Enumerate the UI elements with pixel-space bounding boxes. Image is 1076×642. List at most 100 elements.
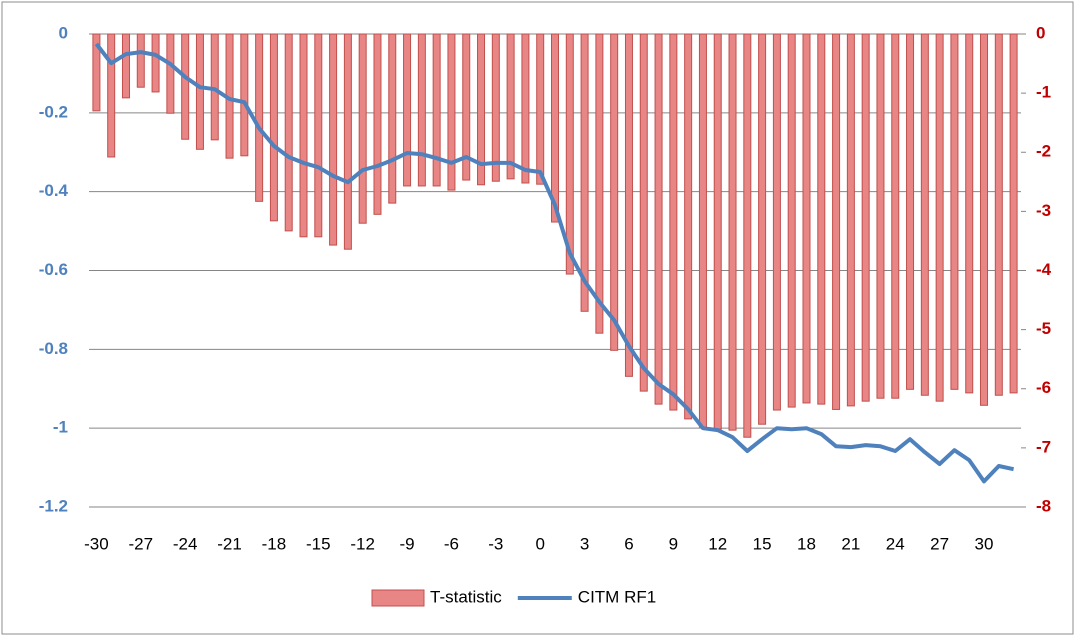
legend-label: T-statistic [430, 587, 502, 606]
bar [314, 33, 323, 238]
x-tick-label: 9 [669, 534, 678, 553]
bar [107, 33, 116, 158]
bar [980, 33, 989, 406]
x-tick-label: 12 [708, 534, 727, 553]
bar [240, 33, 249, 157]
bar [121, 33, 130, 99]
bar [787, 33, 796, 408]
y2-tick-label: -8 [1036, 496, 1051, 515]
x-tick-label: -9 [400, 534, 415, 553]
legend-swatch [371, 589, 425, 607]
bar [861, 33, 870, 402]
y-tick-label: -0.4 [39, 181, 69, 200]
line [94, 42, 1015, 484]
x-tick-label: -15 [306, 534, 331, 553]
x-tick-label: -18 [262, 534, 287, 553]
y2-tick-label: -5 [1036, 319, 1051, 338]
bar [654, 33, 663, 405]
x-tick-label: 18 [797, 534, 816, 553]
bar [684, 33, 693, 420]
bar [891, 33, 900, 399]
bar [758, 33, 767, 425]
bar [136, 33, 145, 88]
bar [743, 33, 752, 438]
bar [462, 33, 471, 181]
bar [92, 33, 101, 112]
bar [920, 33, 929, 396]
y-tick-label: 0 [59, 23, 68, 42]
bar [491, 33, 500, 182]
bar [994, 33, 1003, 396]
y2-tick-label: 0 [1036, 23, 1045, 42]
bar [373, 33, 382, 215]
bar [299, 33, 308, 238]
bar [343, 33, 352, 250]
y2-tick-label: -6 [1036, 378, 1051, 397]
x-tick-label: -3 [488, 534, 503, 553]
bar [876, 33, 885, 399]
x-tick-label: -30 [84, 534, 109, 553]
x-tick-label: -12 [350, 534, 375, 553]
x-tick-label: 24 [886, 534, 905, 553]
bar [388, 33, 397, 204]
y2-tick-label: -2 [1036, 142, 1051, 161]
bar [1009, 33, 1018, 394]
bar [358, 33, 367, 224]
bar [698, 33, 707, 428]
x-tick-label: 21 [841, 534, 860, 553]
x-tick-label: 15 [753, 534, 772, 553]
bar [669, 33, 678, 411]
bar [802, 33, 811, 404]
bar [624, 33, 633, 377]
bar [728, 33, 737, 431]
bar [506, 33, 515, 180]
x-tick-label: -6 [444, 534, 459, 553]
y-tick-label: -0.6 [39, 260, 68, 279]
bar [950, 33, 959, 390]
bar [817, 33, 826, 405]
bar [713, 33, 722, 430]
bar [477, 33, 486, 186]
y-tick-label: -1 [53, 418, 68, 437]
bar [832, 33, 841, 410]
x-tick-label: -24 [173, 534, 198, 553]
bar [846, 33, 855, 407]
bar [181, 33, 190, 140]
y2-tick-label: -7 [1036, 437, 1051, 456]
y2-tick-label: -4 [1036, 260, 1052, 279]
y-tick-label: -1.2 [39, 496, 68, 515]
bar [284, 33, 293, 232]
x-tick-label: 27 [930, 534, 949, 553]
bar [595, 33, 604, 334]
bar [521, 33, 530, 184]
bar [166, 33, 175, 114]
bar [565, 33, 574, 275]
bar [610, 33, 619, 351]
bar [536, 33, 545, 185]
legend-label: CITM RF1 [578, 587, 656, 606]
y2-tick-label: -1 [1036, 83, 1051, 102]
bar [935, 33, 944, 402]
x-tick-label: -21 [217, 534, 242, 553]
y2-tick-label: -3 [1036, 201, 1051, 220]
bar [639, 33, 648, 392]
bar [151, 33, 160, 93]
y-tick-label: -0.8 [39, 339, 68, 358]
x-tick-label: 3 [580, 534, 589, 553]
bar [772, 33, 781, 411]
x-tick-label: 0 [535, 534, 544, 553]
bar [403, 33, 412, 187]
bar [580, 33, 589, 312]
y-tick-label: -0.2 [39, 102, 68, 121]
bar [417, 33, 426, 187]
x-tick-label: -27 [128, 534, 153, 553]
x-tick-label: 30 [975, 534, 994, 553]
x-tick-label: 6 [624, 534, 633, 553]
bar [329, 33, 338, 246]
bar [906, 33, 915, 390]
bar [447, 33, 456, 191]
bar [195, 33, 204, 150]
bar [551, 33, 559, 223]
bar [269, 33, 278, 222]
